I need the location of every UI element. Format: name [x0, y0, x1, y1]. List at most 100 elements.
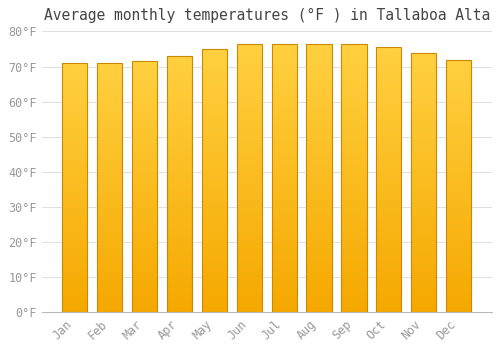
- Bar: [236, 296, 262, 299]
- Bar: [62, 213, 88, 215]
- Bar: [132, 277, 157, 280]
- Bar: [446, 224, 471, 226]
- Bar: [202, 80, 227, 83]
- Bar: [97, 185, 122, 188]
- Bar: [376, 159, 402, 161]
- Bar: [97, 155, 122, 158]
- Bar: [62, 215, 88, 218]
- Bar: [411, 146, 436, 149]
- Bar: [132, 82, 157, 84]
- Bar: [236, 60, 262, 63]
- Bar: [132, 69, 157, 71]
- Bar: [306, 256, 332, 259]
- Bar: [272, 44, 296, 313]
- Bar: [62, 302, 88, 305]
- Bar: [411, 97, 436, 99]
- Bar: [62, 233, 88, 235]
- Bar: [411, 193, 436, 196]
- Bar: [272, 296, 296, 299]
- Bar: [202, 294, 227, 297]
- Bar: [411, 253, 436, 255]
- Bar: [167, 58, 192, 61]
- Bar: [306, 151, 332, 154]
- Bar: [167, 143, 192, 146]
- Bar: [62, 150, 88, 153]
- Bar: [306, 122, 332, 124]
- Bar: [236, 210, 262, 213]
- Bar: [132, 89, 157, 91]
- Bar: [202, 189, 227, 191]
- Bar: [342, 143, 366, 146]
- Bar: [167, 138, 192, 141]
- Bar: [411, 240, 436, 242]
- Bar: [446, 290, 471, 292]
- Bar: [306, 87, 332, 90]
- Bar: [132, 230, 157, 232]
- Bar: [306, 130, 332, 132]
- Bar: [376, 214, 402, 217]
- Bar: [446, 219, 471, 222]
- Bar: [411, 138, 436, 141]
- Bar: [306, 218, 332, 221]
- Bar: [167, 248, 192, 251]
- Bar: [97, 250, 122, 253]
- Bar: [202, 181, 227, 183]
- Bar: [446, 285, 471, 287]
- Bar: [62, 265, 88, 268]
- Bar: [97, 80, 122, 83]
- Bar: [446, 123, 471, 125]
- Bar: [411, 110, 436, 112]
- Bar: [236, 87, 262, 90]
- Bar: [342, 151, 366, 154]
- Bar: [411, 224, 436, 227]
- Bar: [411, 273, 436, 276]
- Bar: [306, 259, 332, 261]
- Bar: [132, 265, 157, 267]
- Bar: [167, 274, 192, 276]
- Bar: [446, 209, 471, 211]
- Bar: [62, 243, 88, 245]
- Bar: [272, 124, 296, 127]
- Bar: [342, 240, 366, 243]
- Bar: [97, 258, 122, 260]
- Bar: [97, 208, 122, 210]
- Bar: [376, 273, 402, 275]
- Bar: [202, 207, 227, 210]
- Bar: [236, 148, 262, 151]
- Bar: [97, 76, 122, 78]
- Bar: [411, 310, 436, 313]
- Bar: [132, 121, 157, 124]
- Bar: [411, 99, 436, 102]
- Bar: [342, 218, 366, 221]
- Bar: [446, 128, 471, 131]
- Bar: [236, 245, 262, 248]
- Bar: [446, 150, 471, 153]
- Bar: [272, 194, 296, 197]
- Bar: [376, 148, 402, 151]
- Bar: [342, 100, 366, 103]
- Bar: [202, 270, 227, 273]
- Bar: [202, 107, 227, 110]
- Bar: [236, 84, 262, 87]
- Bar: [167, 172, 192, 174]
- Bar: [97, 255, 122, 258]
- Bar: [202, 144, 227, 147]
- Bar: [62, 153, 88, 155]
- Bar: [62, 68, 88, 71]
- Bar: [342, 95, 366, 98]
- Bar: [411, 279, 436, 281]
- Bar: [272, 57, 296, 60]
- Bar: [236, 199, 262, 202]
- Bar: [306, 82, 332, 84]
- Bar: [167, 177, 192, 179]
- Bar: [411, 234, 436, 237]
- Bar: [342, 194, 366, 197]
- Bar: [167, 56, 192, 313]
- Bar: [132, 74, 157, 76]
- Bar: [306, 267, 332, 270]
- Bar: [411, 289, 436, 292]
- Bar: [236, 251, 262, 253]
- Bar: [306, 294, 332, 296]
- Bar: [342, 294, 366, 296]
- Bar: [376, 90, 402, 92]
